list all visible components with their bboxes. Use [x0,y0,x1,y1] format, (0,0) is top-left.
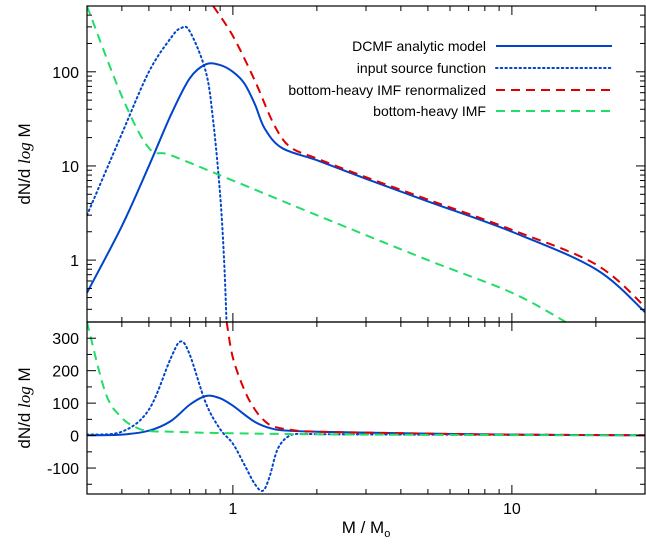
bot-xtick-label: 1 [228,501,237,518]
legend-label-bottom-heavy-imf: bottom-heavy IMF [373,103,486,119]
bot-series-dcmf-analytic-model [87,394,645,437]
legend: DCMF analytic model input source function… [288,38,613,119]
legend-label-dcmf-analytic-model: DCMF analytic model [352,38,486,54]
bot-xtick-label: 10 [503,501,521,518]
bottom-panel-series [87,322,645,492]
bottom-panel: -100 0 100 200 300 1 10 dN/d log M M / Mo [15,321,646,540]
top-panel-ylabel: dN/d log M [15,123,34,204]
bot-series-bottom-heavy-imf-renormalized [225,322,645,437]
top-ytick-label: 1 [70,253,79,270]
top-panel: 1 10 100 dN/d log M DCMF analytic model inp… [15,5,646,323]
bottom-panel-tick-labels: -100 0 100 200 300 1 10 [47,331,521,518]
bot-ytick-label: 0 [70,429,79,446]
top-series-dcmf-analytic-model [87,62,645,313]
bottom-panel-frame [86,321,646,495]
bot-ytick-label: 200 [52,364,79,381]
bot-series-bottom-heavy-imf [87,322,645,437]
top-series-input-source-function [87,25,228,322]
top-panel-series [87,6,645,322]
top-ytick-label: 10 [61,159,79,176]
top-ytick-label: 100 [52,65,79,82]
legend-label-bottom-heavy-imf-renormalized: bottom-heavy IMF renormalized [288,82,486,98]
bot-ytick-label: 100 [52,396,79,413]
bot-series-input-source-function [87,340,645,492]
x-axis-label: M / Mo [342,518,391,540]
top-series-bottom-heavy-imf [87,6,567,322]
top-panel-tick-labels: 1 10 100 [52,65,79,270]
legend-label-input-source-function: input source function [357,60,486,76]
bottom-panel-ylabel: dN/d log M [15,367,34,448]
bot-ytick-label: -100 [47,461,79,478]
top-series-bottom-heavy-imf-renormalized [212,6,645,308]
bottom-panel-ticks [86,321,646,494]
bot-ytick-label: 300 [52,331,79,348]
